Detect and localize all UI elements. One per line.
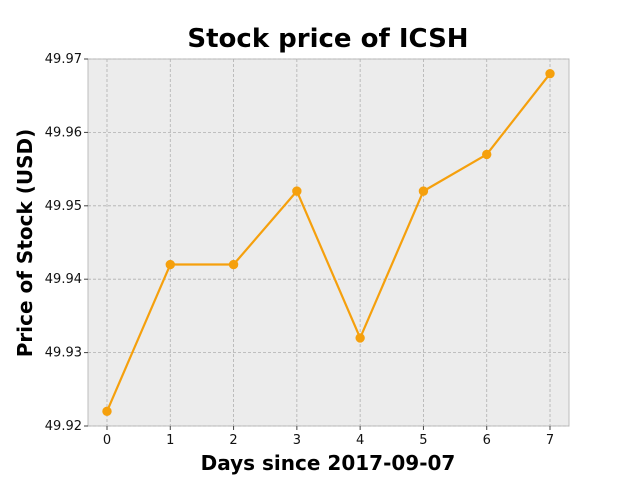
data-point — [545, 68, 555, 79]
x-tick-label: 1 — [166, 433, 174, 448]
x-tick-label: 3 — [293, 433, 301, 448]
y-tick-label: 49.95 — [45, 199, 82, 214]
y-axis-label: Price of Stock (USD) — [13, 129, 37, 358]
x-tick-label: 6 — [483, 433, 491, 448]
x-axis-ticks: 0 1 2 3 4 5 6 7 — [103, 426, 554, 448]
x-tick-label: 0 — [103, 433, 111, 448]
y-tick-label: 49.97 — [45, 52, 82, 67]
y-tick-label: 49.96 — [45, 125, 82, 140]
series-line — [105, 73, 551, 412]
series-group — [102, 68, 555, 417]
y-tick-label: 49.93 — [45, 346, 82, 361]
x-tick-label: 2 — [229, 433, 237, 448]
x-tick-label: 5 — [419, 433, 427, 448]
data-point — [292, 186, 302, 196]
plot-area — [87, 58, 570, 427]
data-point — [355, 333, 365, 343]
data-point — [165, 259, 175, 270]
x-axis-label: Days since 2017-09-07 — [201, 451, 456, 475]
x-tick-label: 4 — [356, 433, 364, 448]
y-axis-ticks: 49.92 49.93 49.94 49.95 49.96 49.97 — [45, 52, 88, 434]
y-tick-label: 49.92 — [45, 419, 82, 434]
data-point — [482, 149, 492, 160]
data-point — [228, 259, 239, 270]
data-point — [418, 186, 429, 196]
data-point — [102, 406, 112, 417]
x-tick-label: 7 — [546, 433, 554, 448]
grid-lines — [88, 58, 569, 427]
y-tick-label: 49.94 — [45, 272, 82, 287]
chart-title: Stock price of ICSH — [187, 24, 468, 54]
